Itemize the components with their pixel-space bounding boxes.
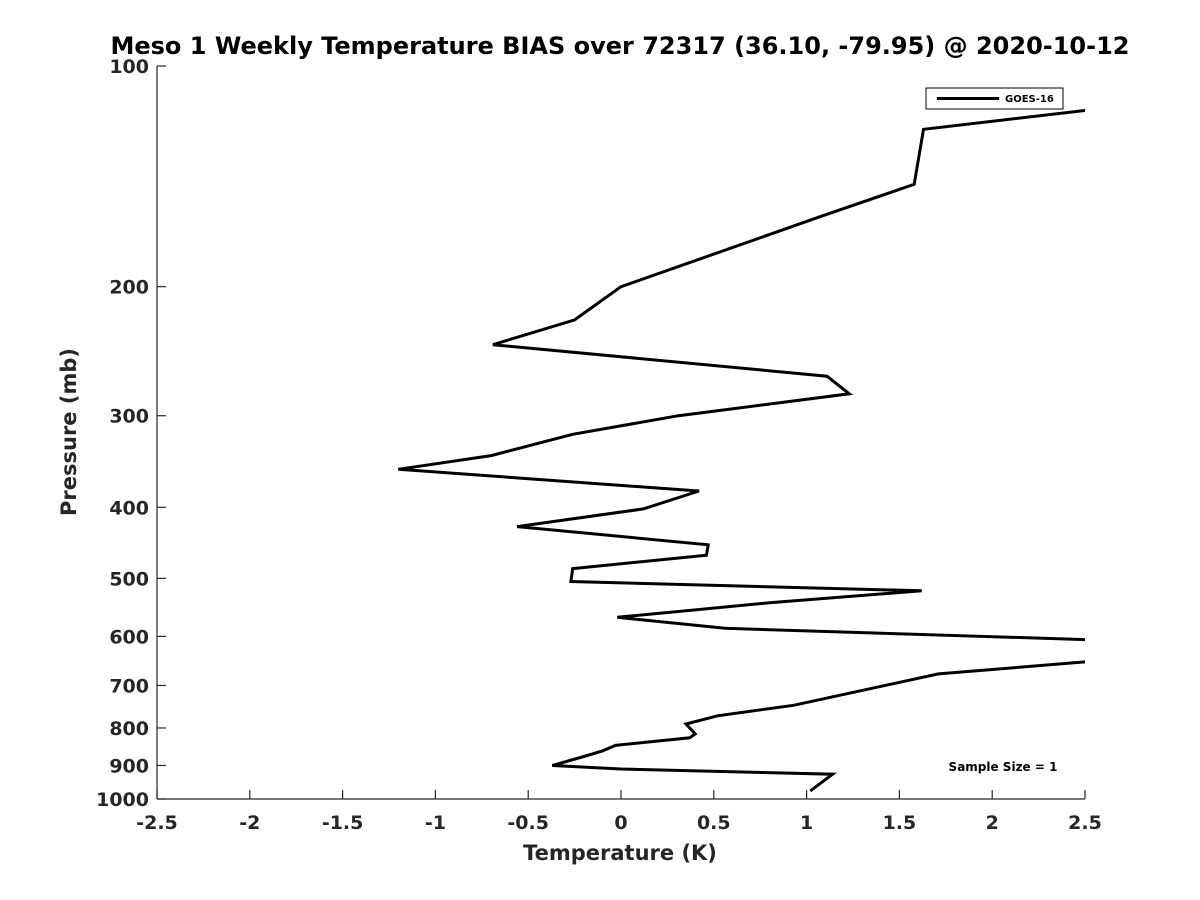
y-tick-label: 200 bbox=[109, 277, 149, 299]
x-tick-label: 0 bbox=[614, 812, 627, 834]
x-axis-label: Temperature (K) bbox=[523, 841, 717, 865]
legend: GOES-16 bbox=[925, 87, 1064, 110]
y-tick-label: 400 bbox=[109, 497, 149, 519]
x-tick-label: -0.5 bbox=[507, 812, 549, 834]
x-tick-label: 2 bbox=[986, 812, 999, 834]
x-tick-label: -1 bbox=[425, 812, 446, 834]
chart-title: Meso 1 Weekly Temperature BIAS over 7231… bbox=[110, 32, 1129, 60]
y-tick-label: 100 bbox=[109, 56, 149, 78]
series-line-goes-16-segment-1 bbox=[551, 660, 1085, 793]
x-tick-label: 0.5 bbox=[697, 812, 731, 834]
y-tick-label: 700 bbox=[109, 675, 149, 697]
x-tick-label: -2.5 bbox=[136, 812, 178, 834]
x-tick-label: 1 bbox=[800, 812, 813, 834]
y-tick-label: 800 bbox=[109, 718, 149, 740]
y-tick-label: 1000 bbox=[96, 789, 149, 811]
series-line-goes-16-segment-2 bbox=[398, 108, 1085, 642]
sample-size-annotation: Sample Size = 1 bbox=[949, 760, 1058, 774]
legend-entry-goes-16: GOES-16 bbox=[1005, 94, 1054, 105]
y-tick-label: 300 bbox=[109, 406, 149, 428]
series-layer bbox=[398, 108, 1085, 793]
y-tick-label: 900 bbox=[109, 755, 149, 777]
y-axis-label: Pressure (mb) bbox=[57, 348, 81, 516]
x-tick-label: 1.5 bbox=[883, 812, 917, 834]
y-tick-label: 600 bbox=[109, 626, 149, 648]
x-tick-label: -2 bbox=[239, 812, 260, 834]
x-tick-label: -1.5 bbox=[322, 812, 364, 834]
y-tick-label: 500 bbox=[109, 568, 149, 590]
axes: -2.5 -2 -1.5 -1 -0.5 0 0.5 1 1.5 2 2.5 100 200 300 400… bbox=[96, 56, 1102, 834]
x-tick-label: 2.5 bbox=[1068, 812, 1102, 834]
